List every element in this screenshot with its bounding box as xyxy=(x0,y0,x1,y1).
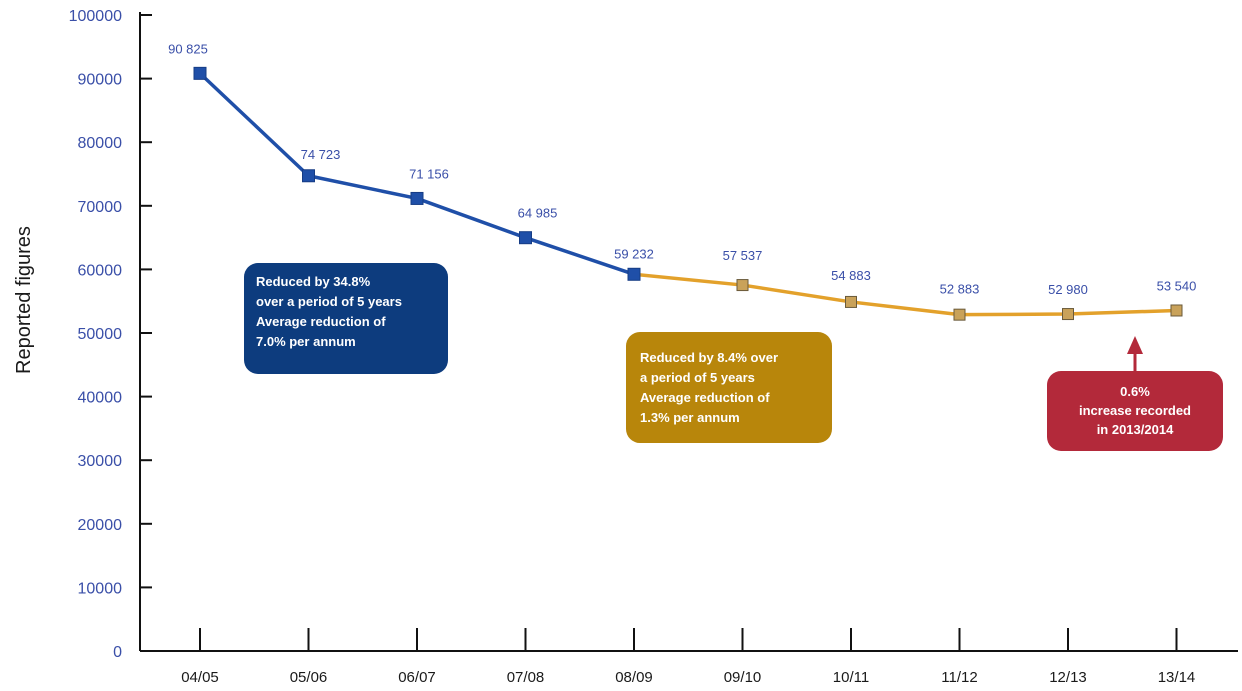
annotation-text: Average reduction of xyxy=(640,390,770,405)
data-markers xyxy=(193,66,1183,321)
data-point xyxy=(519,231,532,245)
y-tick-label: 100000 xyxy=(69,8,122,25)
data-label: 53 540 xyxy=(1157,278,1197,293)
annotations: Reduced by 34.8% over a period of 5 years… xyxy=(244,263,1223,451)
annotation-text: increase recorded xyxy=(1079,403,1191,418)
data-point xyxy=(193,66,207,80)
x-tick-label: 12/13 xyxy=(1049,669,1087,686)
y-tick-label: 90000 xyxy=(78,72,123,89)
y-tick-label: 80000 xyxy=(78,135,123,152)
annotation-text: 7.0% per annum xyxy=(256,334,356,349)
annotation-text: over a period of 5 years xyxy=(256,294,402,309)
y-axis-label: Reported figures xyxy=(13,226,35,374)
series-line-segment xyxy=(633,272,1177,317)
data-point xyxy=(1170,304,1183,317)
x-tick-label: 13/14 xyxy=(1158,669,1196,686)
x-axis: 04/05 05/06 06/07 07/08 08/09 09/10 10/11 11/12… xyxy=(140,628,1238,686)
x-tick-label: 04/05 xyxy=(181,669,219,686)
data-point xyxy=(736,279,749,292)
annotation-background xyxy=(626,332,832,443)
x-tick-label: 06/07 xyxy=(398,669,436,686)
data-point xyxy=(1062,308,1074,321)
x-tick-label: 09/10 xyxy=(724,669,762,686)
annotation-arrow-head xyxy=(1127,336,1143,354)
data-label: 52 883 xyxy=(940,282,980,297)
data-label: 90 825 xyxy=(168,41,208,56)
x-tick-label: 11/12 xyxy=(941,669,977,686)
annotation-text: Reduced by 8.4% over xyxy=(640,350,778,365)
x-tick-label: 05/06 xyxy=(290,669,328,686)
data-label: 57 537 xyxy=(723,248,763,263)
y-tick-label: 20000 xyxy=(78,517,123,534)
x-tick-label: 10/11 xyxy=(833,669,869,686)
y-tick-label: 70000 xyxy=(78,199,123,216)
annotation-background xyxy=(1047,371,1223,451)
data-point xyxy=(627,267,641,281)
y-tick-label: 0 xyxy=(113,644,122,661)
annotation-text: 1.3% per annum xyxy=(640,410,740,425)
annotation-text: in 2013/2014 xyxy=(1097,422,1174,437)
annotation-box: 0.6% increase recorded in 2013/2014 xyxy=(1047,336,1223,451)
annotation-text: Average reduction of xyxy=(256,314,386,329)
data-label: 52 980 xyxy=(1048,282,1088,297)
data-point xyxy=(410,191,424,205)
data-label: 74 723 xyxy=(301,147,341,162)
annotation-text: a period of 5 years xyxy=(640,370,755,385)
data-label: 64 985 xyxy=(518,206,558,221)
data-labels: 90 825 74 723 71 156 64 985 59 232 57 537 54 8… xyxy=(168,41,1196,297)
data-label: 71 156 xyxy=(409,166,449,181)
data-point xyxy=(953,308,966,321)
data-point xyxy=(845,295,857,308)
data-point xyxy=(302,169,315,183)
y-tick-label: 10000 xyxy=(78,580,123,597)
annotation-box: Reduced by 8.4% over a period of 5 years A… xyxy=(626,332,832,443)
annotation-background xyxy=(244,263,448,374)
y-axis: 0 10000 20000 30000 40000 50000 60000 70000 8000… xyxy=(69,8,152,661)
data-label: 54 883 xyxy=(831,268,871,283)
y-tick-label: 30000 xyxy=(78,453,123,470)
x-tick-label: 07/08 xyxy=(507,669,545,686)
annotation-text: Reduced by 34.8% xyxy=(256,274,371,289)
x-tick-label: 08/09 xyxy=(615,669,653,686)
data-label: 59 232 xyxy=(614,246,654,261)
y-tick-label: 50000 xyxy=(78,326,123,343)
annotation-box: Reduced by 34.8% over a period of 5 years… xyxy=(244,263,448,374)
y-tick-label: 40000 xyxy=(78,390,123,407)
annotation-text: 0.6% xyxy=(1120,384,1150,399)
y-tick-label: 60000 xyxy=(78,262,123,279)
